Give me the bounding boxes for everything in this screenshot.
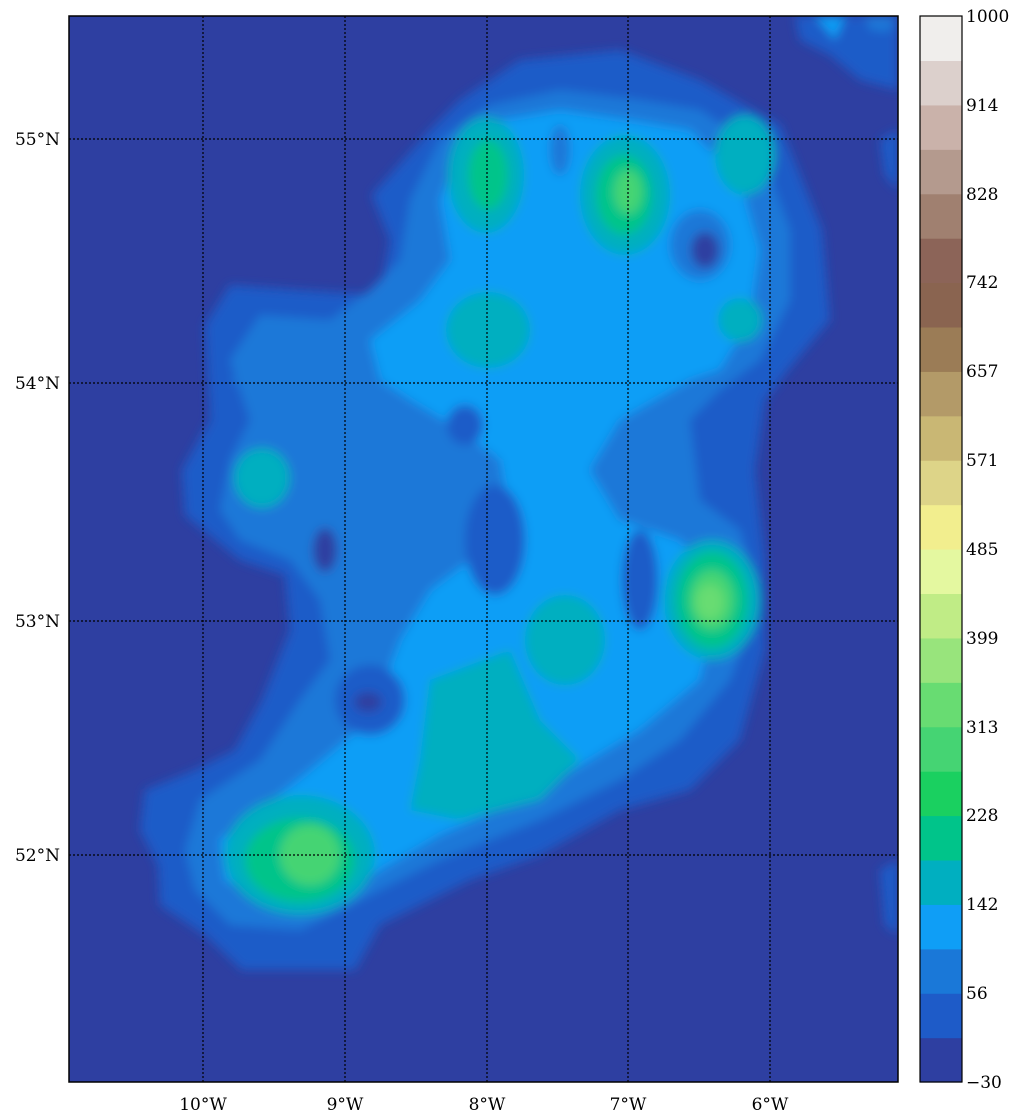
colorbar-band bbox=[920, 637, 962, 683]
colorbar-band bbox=[920, 415, 962, 461]
land-band-mid bbox=[220, 110, 760, 905]
colorbar: 1000 914 828 742 657 571 485 399 313 228… bbox=[919, 7, 1009, 1093]
lat-label-55n: 55°N bbox=[15, 130, 60, 150]
map-frame bbox=[68, 15, 899, 1083]
lon-label-6w: 6°W bbox=[752, 1095, 789, 1115]
lat-label-52n: 52°N bbox=[15, 846, 60, 866]
lat-label-54n: 54°N bbox=[15, 374, 60, 394]
colorbar-bands bbox=[920, 16, 962, 1083]
map-plot-area bbox=[69, 16, 898, 1082]
colorbar-band bbox=[920, 549, 962, 595]
colorbar-band bbox=[920, 1037, 962, 1083]
colorbar-label: 485 bbox=[966, 540, 998, 560]
colorbar-band bbox=[920, 593, 962, 639]
lon-label-8w: 8°W bbox=[469, 1095, 506, 1115]
colorbar-band bbox=[920, 504, 962, 550]
lon-label-10w: 10°W bbox=[179, 1095, 227, 1115]
colorbar-label: 828 bbox=[966, 185, 998, 205]
colorbar-band bbox=[920, 859, 962, 905]
colorbar-band bbox=[920, 771, 962, 817]
lon-label-9w: 9°W bbox=[327, 1095, 364, 1115]
colorbar-band bbox=[920, 238, 962, 284]
colorbar-band bbox=[920, 815, 962, 861]
colorbar-band bbox=[920, 726, 962, 772]
latitude-labels: 55°N 54°N 53°N 52°N bbox=[15, 130, 60, 866]
graticule bbox=[69, 16, 898, 1082]
colorbar-label: 657 bbox=[966, 362, 998, 382]
colorbar-band bbox=[920, 460, 962, 506]
land-band-summit bbox=[696, 584, 724, 620]
colorbar-band bbox=[920, 16, 962, 62]
land-northeast-corner bbox=[795, 16, 898, 935]
colorbar-labels: 1000 914 828 742 657 571 485 399 313 228… bbox=[966, 7, 1009, 1093]
colorbar-band bbox=[920, 149, 962, 195]
colorbar-label: 742 bbox=[966, 273, 998, 293]
colorbar-label: −30 bbox=[966, 1073, 1002, 1093]
lat-label-53n: 53°N bbox=[15, 612, 60, 632]
colorbar-label: 399 bbox=[966, 629, 998, 649]
colorbar-band bbox=[920, 326, 962, 372]
colorbar-band bbox=[920, 193, 962, 239]
colorbar-label: 56 bbox=[966, 984, 988, 1004]
colorbar-band bbox=[920, 948, 962, 994]
colorbar-frame bbox=[919, 15, 963, 1083]
colorbar-band bbox=[920, 60, 962, 106]
colorbar-label: 313 bbox=[966, 718, 998, 738]
colorbar-label: 914 bbox=[966, 96, 998, 116]
colorbar-label: 228 bbox=[966, 806, 998, 826]
colorbar-band bbox=[920, 682, 962, 728]
colorbar-band bbox=[920, 904, 962, 950]
lon-label-7w: 7°W bbox=[610, 1095, 647, 1115]
colorbar-band bbox=[920, 993, 962, 1039]
longitude-labels: 10°W 9°W 8°W 7°W 6°W bbox=[179, 1095, 789, 1115]
land-depressions bbox=[230, 125, 730, 735]
colorbar-band bbox=[920, 282, 962, 328]
colorbar-band bbox=[920, 104, 962, 150]
colorbar-band bbox=[920, 371, 962, 417]
colorbar-label: 571 bbox=[966, 451, 998, 471]
colorbar-label: 142 bbox=[966, 895, 998, 915]
colorbar-label: 1000 bbox=[966, 7, 1009, 27]
